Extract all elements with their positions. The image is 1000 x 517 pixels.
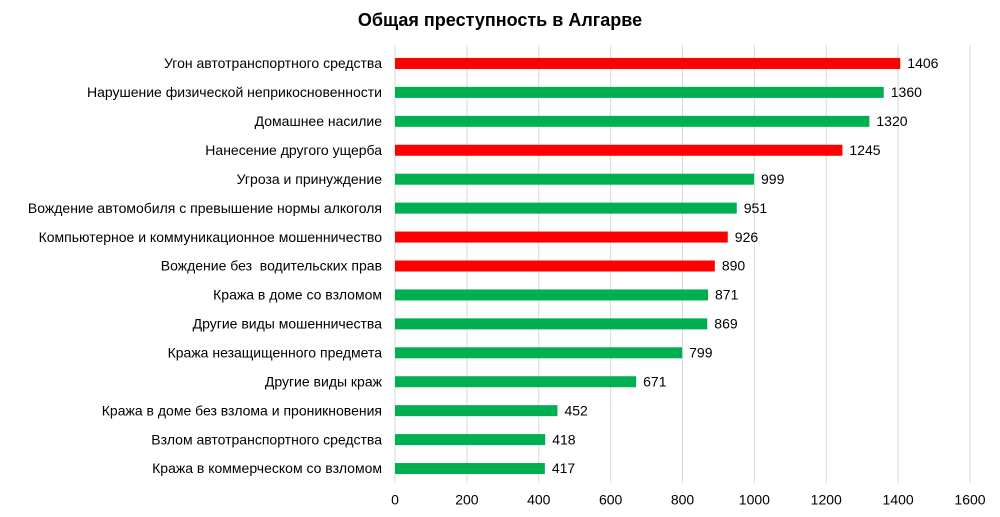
bar xyxy=(395,260,715,272)
bar xyxy=(395,463,545,475)
x-tick-label: 1400 xyxy=(883,492,914,508)
x-tick-label: 800 xyxy=(671,492,695,508)
bar xyxy=(395,434,546,446)
bar xyxy=(395,115,870,127)
value-label: 951 xyxy=(744,200,768,216)
y-tick-label: Кража в доме со взломом xyxy=(213,287,382,303)
value-label: 418 xyxy=(552,431,576,447)
bar xyxy=(395,376,637,388)
value-label: 799 xyxy=(689,345,713,361)
value-label: 671 xyxy=(643,373,667,389)
chart-title: Общая преступность в Алгарве xyxy=(358,10,642,30)
bar xyxy=(395,347,683,359)
y-tick-label: Вождение автомобиля с превышение нормы а… xyxy=(28,200,382,216)
x-tick-label: 0 xyxy=(391,492,399,508)
y-tick-label: Домашнее насилие xyxy=(255,113,383,129)
value-label: 1360 xyxy=(891,84,922,100)
x-tick-label: 600 xyxy=(599,492,623,508)
y-tick-label: Компьютерное и коммуникационное мошеннич… xyxy=(39,229,383,245)
bar xyxy=(395,144,843,156)
value-label: 869 xyxy=(714,316,738,332)
value-label: 452 xyxy=(564,402,588,418)
y-tick-label: Угроза и принуждение xyxy=(237,171,383,187)
value-label: 871 xyxy=(715,287,739,303)
value-label: 1245 xyxy=(849,142,880,158)
value-label: 1406 xyxy=(907,55,938,71)
bar xyxy=(395,202,737,214)
y-tick-label: Угон автотранспортного средства xyxy=(164,55,382,71)
value-label: 890 xyxy=(722,258,746,274)
y-tick-label: Другие виды мошенничества xyxy=(193,316,383,332)
x-tick-label: 1200 xyxy=(811,492,842,508)
x-tick-label: 400 xyxy=(527,492,551,508)
bar xyxy=(395,57,901,69)
bar xyxy=(395,289,709,301)
bar xyxy=(395,231,728,243)
bar xyxy=(395,405,558,417)
x-tick-label: 200 xyxy=(455,492,479,508)
value-label: 417 xyxy=(552,460,576,476)
value-label: 999 xyxy=(761,171,785,187)
value-label: 926 xyxy=(735,229,759,245)
y-tick-label: Вождение без водительских прав xyxy=(161,258,382,274)
bar xyxy=(395,86,884,98)
y-tick-label: Кража в доме без взлома и проникновения xyxy=(102,402,382,418)
value-label: 1320 xyxy=(876,113,907,129)
y-tick-label: Кража в коммерческом со взломом xyxy=(152,460,382,476)
y-tick-label: Кража незащищенного предмета xyxy=(168,345,383,361)
bar xyxy=(395,318,708,330)
y-tick-label: Взлом автотранспортного средства xyxy=(151,431,382,447)
y-tick-label: Другие виды краж xyxy=(265,373,383,389)
y-tick-label: Нанесение другого ущерба xyxy=(205,142,382,158)
y-tick-label: Нарушение физической неприкосновенности xyxy=(87,84,382,100)
x-tick-label: 1000 xyxy=(739,492,770,508)
bar xyxy=(395,173,755,185)
x-tick-label: 1600 xyxy=(954,492,985,508)
